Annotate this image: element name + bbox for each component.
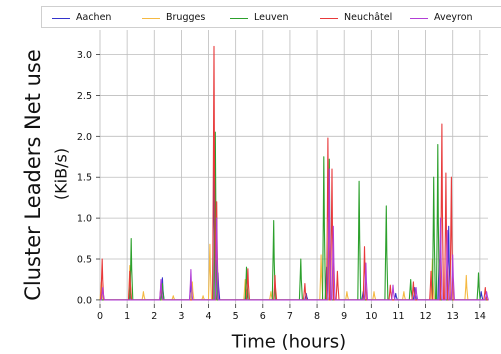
gridlines [99,30,488,304]
x-tick-label: 2 [151,311,157,322]
y-tick-label: 0.0 [77,295,92,306]
y-tick-label: 0.5 [77,255,92,266]
y-tick-label: 1.5 [77,173,92,184]
y-tick-label: 1.0 [77,214,92,225]
legend-swatch [52,18,70,19]
x-tick-label: 9 [341,311,347,322]
y-tick-label: 3.0 [77,50,92,61]
x-tick-label: 8 [314,311,320,322]
legend-swatch [320,18,338,19]
x-tick-label: 12 [420,311,432,322]
series-line [100,45,488,301]
y-axis-label: Cluster Leaders Net use [21,49,45,301]
x-tick-label: 5 [233,311,239,322]
x-tick-label: 1 [124,311,130,322]
x-axis-label: Time (hours) [231,331,347,353]
legend-swatch [410,18,428,19]
legend-label: Aveyron [434,12,473,23]
legend-swatch [230,18,248,19]
legend-label: Leuven [254,12,289,23]
legend-label: Aachen [76,12,112,23]
x-tick-label: 7 [287,311,293,322]
legend-swatch [142,18,160,19]
series-line [100,152,488,301]
y-tick-label: 2.0 [77,132,92,143]
series-lines [99,45,489,301]
x-tick-label: 4 [206,311,212,322]
x-tick-label: 14 [474,311,486,322]
series-line [100,168,489,301]
x-tick-label: 11 [392,311,404,322]
x-tick-label: 6 [260,311,266,322]
x-tick-label: 3 [178,311,184,322]
y-axis-unit-label: (KiB/s) [51,147,71,201]
x-tick-label: 10 [365,311,377,322]
y-tick-label: 2.5 [77,91,92,102]
axes: 0 1 2 3 4 5 6 7 8 9 10 11 12 13 140.00.51.01.52.02.53.… [77,50,486,322]
legend: Aachen Brugges Leuven Neuchâtel Aveyron [41,6,501,28]
legend-label: Neuchâtel [344,12,393,23]
series-line [100,131,488,301]
x-tick-label: 13 [447,311,459,322]
x-tick-label: 0 [97,311,103,322]
legend-label: Brugges [166,12,206,23]
